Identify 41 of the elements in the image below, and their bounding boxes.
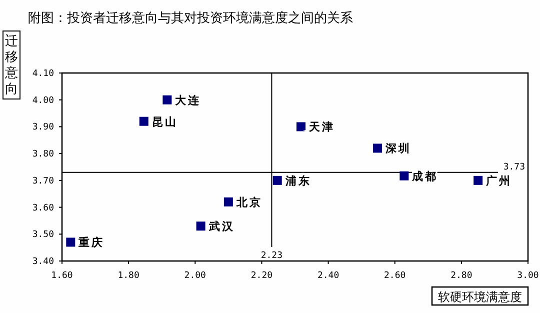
annotation: 武汉 — [208, 220, 235, 234]
point — [196, 222, 206, 231]
y-tick-label: 3.80 — [32, 150, 54, 160]
point — [272, 176, 282, 185]
annotation: 成都 — [411, 170, 438, 183]
point — [162, 95, 172, 104]
x-axis-title: 软硬环境满意度 — [438, 290, 522, 304]
y-tick-label: 4.00 — [32, 96, 54, 106]
y-tick-label: 3.70 — [32, 176, 54, 186]
y-tick-label: 4.10 — [32, 69, 54, 79]
y-tick-label: 3.60 — [32, 203, 54, 214]
x-tick-label: 2.60 — [384, 271, 406, 281]
y-tick-label: 3.50 — [32, 230, 54, 240]
annotation: 大连 — [175, 94, 202, 107]
x-tick-label: 2.40 — [317, 271, 340, 281]
point — [139, 116, 148, 126]
y-tick-label: 3.90 — [32, 122, 54, 133]
x-tick-label: 3.00 — [517, 271, 539, 281]
x-tick-label: 2.20 — [250, 271, 273, 281]
point — [373, 144, 382, 153]
annotation: 深圳 — [384, 142, 412, 156]
point — [400, 171, 409, 180]
y-axis-title: 迁移意向 — [4, 34, 18, 97]
x-tick-label: 1.80 — [118, 271, 140, 281]
annotation: 重庆 — [78, 236, 105, 250]
x-tick-label: 1.60 — [51, 271, 73, 281]
ref-line-label: 2.23 — [260, 251, 283, 261]
annotation: 浦东 — [284, 174, 312, 188]
point — [224, 197, 233, 206]
annotation: 昆山 — [152, 115, 178, 128]
annotation: 天津 — [308, 120, 335, 134]
chart-title: 附图：投资者迁移意向与其对投资环境满意度之间的关系 — [28, 10, 353, 26]
x-tick-label: 2.00 — [184, 271, 206, 281]
y-tick-label: 3.40 — [32, 257, 54, 267]
annotation: 广州 — [485, 174, 512, 188]
point — [474, 176, 483, 185]
point — [296, 122, 306, 132]
annotation: 北京 — [235, 196, 262, 209]
ref-line-label: 3.73 — [503, 162, 525, 172]
point — [66, 238, 76, 247]
x-tick-label: 2.80 — [450, 271, 472, 281]
